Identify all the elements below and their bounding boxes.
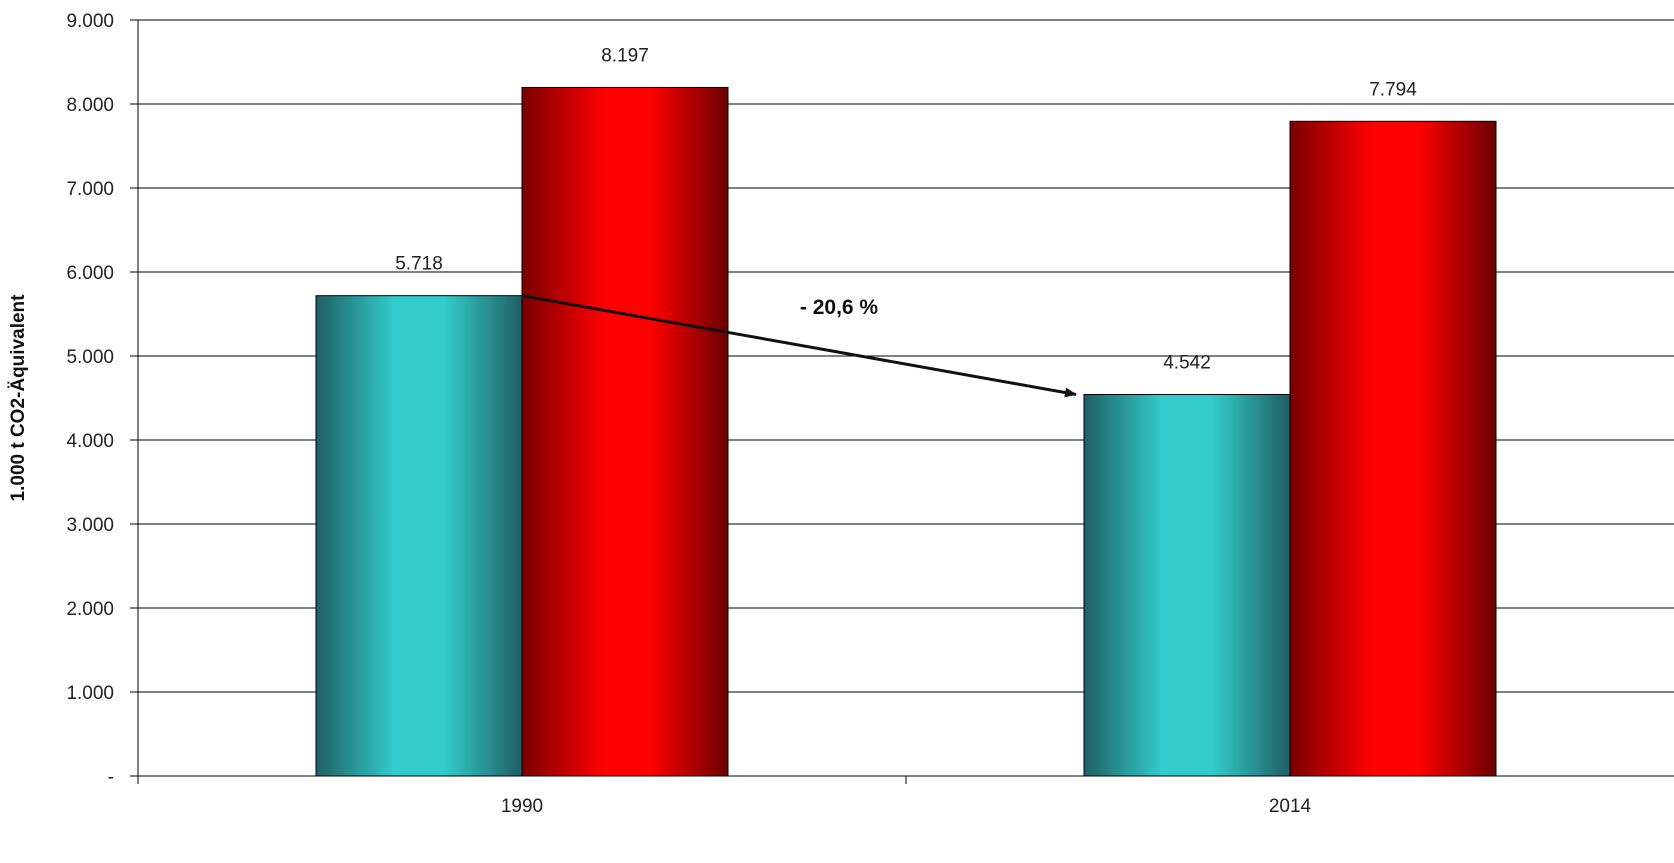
- annotation: - 20,6 %: [521, 294, 1077, 398]
- y-tick-label: 6.000: [66, 263, 114, 284]
- bar: [521, 86, 729, 777]
- bar: [1083, 393, 1291, 777]
- y-tick-label: 8.000: [66, 95, 114, 116]
- data-label: 4.542: [1163, 352, 1211, 373]
- y-tick-label: 4.000: [66, 431, 114, 452]
- y-tick-label: -: [108, 767, 114, 788]
- y-tick-label: 1.000: [66, 683, 114, 704]
- x-tick-label: 1990: [501, 796, 543, 817]
- data-label: 7.794: [1369, 79, 1417, 100]
- y-tick-label: 2.000: [66, 599, 114, 620]
- y-tick-label: 9.000: [66, 11, 114, 32]
- labels: - 1.000 2.000 3.000 4.000 5.000 6.000 7.000 8.00…: [8, 11, 1417, 817]
- bar: [1289, 120, 1497, 777]
- bar: [315, 295, 523, 777]
- y-axis-title: 1.000 t CO2-Äquivalent: [8, 294, 29, 502]
- y-tick-label: 3.000: [66, 515, 114, 536]
- axes: [130, 19, 1674, 784]
- change-arrow: [521, 294, 1077, 398]
- bars: [315, 86, 1497, 777]
- y-tick-label: 7.000: [66, 179, 114, 200]
- y-tick-label: 5.000: [66, 347, 114, 368]
- change-annotation: - 20,6 %: [800, 296, 879, 319]
- data-label: 8.197: [601, 45, 649, 66]
- data-label: 5.718: [395, 254, 443, 275]
- x-tick-label: 2014: [1269, 796, 1312, 817]
